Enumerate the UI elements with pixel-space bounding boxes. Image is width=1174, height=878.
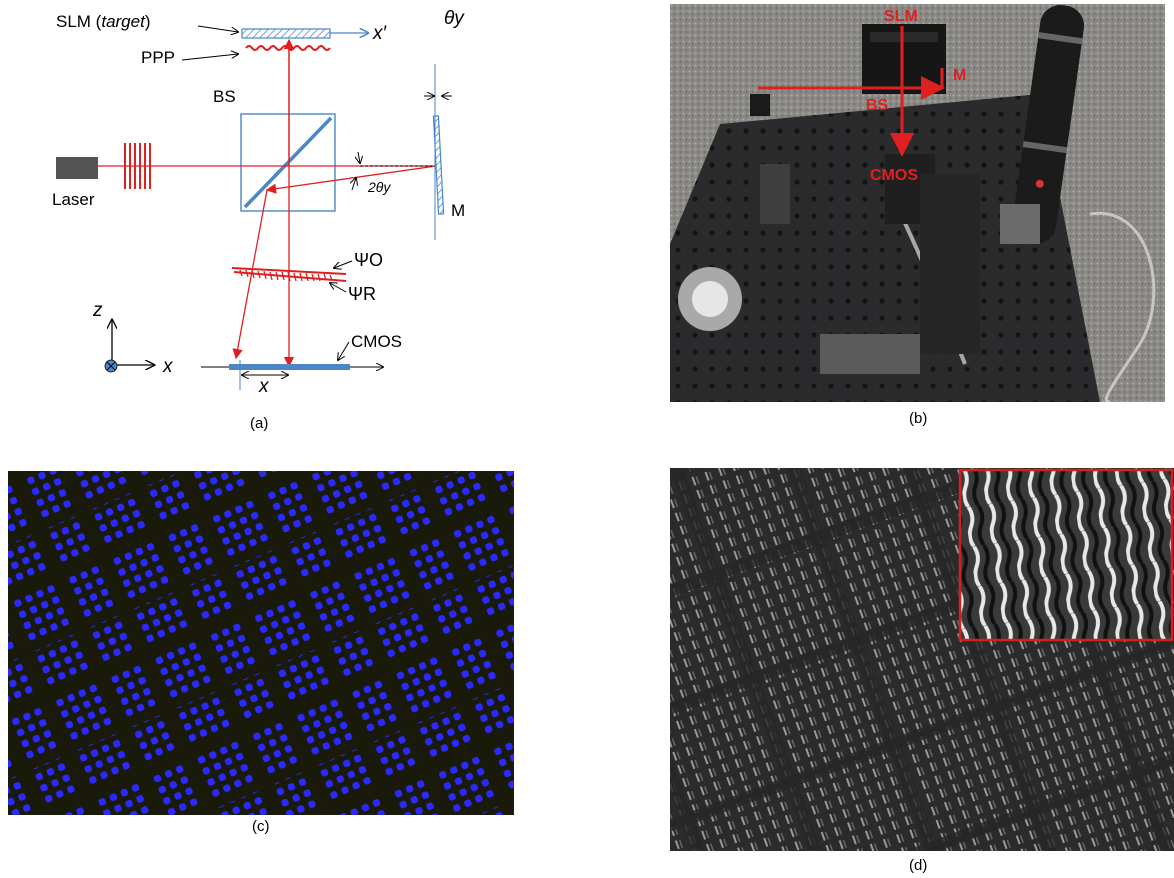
y-into-page-icon [104,359,118,373]
caption-b: (b) [909,410,928,427]
laser-tube-photo [1012,5,1085,244]
ppp-pointer [181,54,238,61]
cmos-pointer [338,341,350,360]
laser-label: Laser [52,190,95,209]
photo-beam-arrows [758,26,945,157]
interference-region [231,267,347,282]
two-theta-label: 2θy [367,179,391,195]
beam-splitter-cube [240,113,336,212]
photo-label-cmos: CMOS [870,167,918,184]
panel-d-hologram [670,468,1174,851]
hologram-zoom-inset [958,468,1174,642]
axis-z-label: z [92,300,103,321]
theta-y-label: θy [444,8,465,29]
caption-a: (a) [250,415,269,432]
psi-o-label: ΨO [354,250,383,270]
cmos-label: CMOS [351,332,402,351]
x-prime-label: x′ [372,23,388,44]
beam-splitter-diagonal [243,116,333,209]
psi-r-label: ΨR [348,284,376,304]
caption-d: (d) [909,857,928,874]
caption-c: (c) [252,818,270,835]
slm-pointer [197,25,238,32]
coordinate-axes [112,320,154,365]
two-theta-marker [352,151,432,191]
axis-x-label: x [162,356,174,377]
mirror-label: M [451,201,465,220]
slm-label: SLM (target) [56,12,151,31]
slm-element [241,29,368,39]
laser-body [56,157,98,179]
panel-a-schematic: SLM (target) x′ PPP BS Laser M θy 2θy [52,8,465,397]
psi-r-pointer [330,283,347,293]
photo-label-bs: BS [866,97,889,114]
x-measure-label: x [258,376,270,397]
ppp-wave [245,45,331,51]
beam-paths [98,38,437,368]
photo-label-m: M [953,67,966,84]
photo-label-slm: SLM [884,8,918,25]
bs-label: BS [213,87,236,106]
ppp-label: PPP [141,48,175,67]
panel-b-photo: SLM M BS CMOS [670,4,1165,402]
mirror-m [432,115,445,215]
psi-o-pointer [334,260,353,268]
cmos-sensor [229,364,350,370]
panel-c-dot-pattern [8,471,514,815]
